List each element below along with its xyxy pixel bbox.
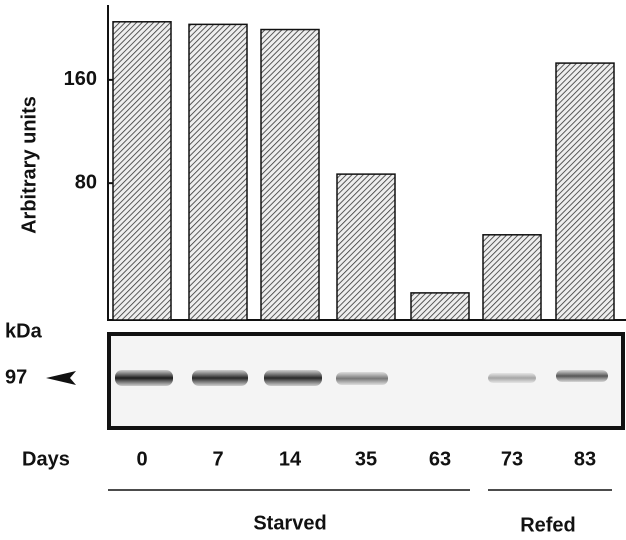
bar — [556, 63, 614, 320]
band — [556, 370, 608, 382]
blot-marker: 97 — [5, 366, 27, 388]
group-label: Starved — [253, 512, 326, 534]
band — [336, 372, 388, 385]
chart: Arbitrary units kDa 97 Days Starved Refe… — [0, 0, 626, 540]
y-tick-label: 80 — [75, 171, 97, 193]
x-tick-label: 63 — [429, 448, 451, 470]
band — [488, 373, 536, 383]
bar — [261, 30, 319, 320]
bar — [189, 24, 247, 320]
band — [192, 370, 248, 386]
blot-unit: kDa — [5, 320, 43, 342]
band — [264, 370, 322, 386]
y-axis-label: Arbitrary units — [18, 96, 40, 234]
bar — [337, 174, 395, 320]
x-tick-label: 73 — [501, 448, 523, 470]
bar — [113, 22, 171, 320]
bar — [411, 293, 469, 320]
x-axis-label: Days — [22, 448, 70, 470]
x-tick-label: 14 — [279, 448, 302, 470]
y-tick-label: 160 — [64, 68, 97, 90]
band — [115, 370, 173, 386]
x-tick-label: 83 — [574, 448, 596, 470]
x-tick-label: 7 — [212, 448, 223, 470]
x-tick-label: 35 — [355, 448, 377, 470]
group-label: Refed — [520, 514, 576, 536]
x-tick-label: 0 — [136, 448, 147, 470]
bar — [483, 235, 541, 320]
marker-arrow — [46, 371, 76, 385]
